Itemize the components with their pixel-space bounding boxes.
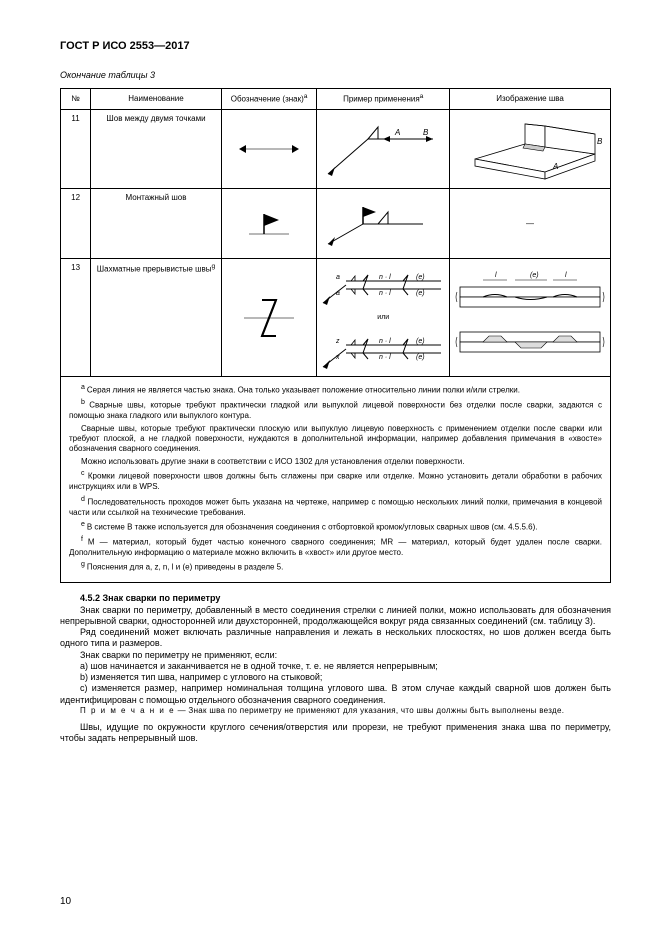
- symbol-11: [221, 110, 317, 189]
- table-row: 13 Шахматные прерывистые швыg: [61, 259, 611, 377]
- image-11: A B: [450, 110, 611, 189]
- doc-header: ГОСТ Р ИСО 2553—2017: [60, 40, 611, 52]
- row-num: 12: [61, 189, 91, 259]
- row-num: 13: [61, 259, 91, 377]
- svg-text:x: x: [335, 354, 340, 361]
- svg-text:z: z: [335, 338, 340, 345]
- svg-text:a: a: [336, 290, 340, 297]
- image-13: l (e) l: [450, 259, 611, 377]
- svg-text:l: l: [565, 272, 567, 279]
- page-number: 10: [60, 896, 71, 907]
- svg-text:A: A: [552, 162, 558, 171]
- row-name: Шахматные прерывистые швыg: [91, 259, 222, 377]
- svg-text:(e): (e): [416, 354, 425, 361]
- section-heading: 4.5.2 Знак сварки по периметру: [80, 593, 611, 603]
- svg-text:(e): (e): [416, 274, 425, 281]
- or-label: или: [377, 314, 389, 321]
- col-symbol: Обозначение (знак)a: [221, 89, 317, 110]
- svg-text:n · l: n · l: [379, 274, 391, 281]
- row-num: 11: [61, 110, 91, 189]
- section-body: Знак сварки по периметру, добавленный в …: [60, 605, 611, 745]
- svg-text:(e): (e): [416, 338, 425, 345]
- table-continuation: Окончание таблицы 3: [60, 70, 611, 80]
- svg-text:A: A: [394, 128, 400, 137]
- col-image: Изображение шва: [450, 89, 611, 110]
- svg-text:B: B: [597, 137, 603, 146]
- svg-text:n · l: n · l: [379, 354, 391, 361]
- row-name: Монтажный шов: [91, 189, 222, 259]
- example-11: A B: [317, 110, 450, 189]
- svg-text:l: l: [495, 272, 497, 279]
- table-row: 12 Монтажный шов: [61, 189, 611, 259]
- svg-text:(e): (e): [416, 290, 425, 297]
- row-name: Шов между двумя точками: [91, 110, 222, 189]
- col-name: Наименование: [91, 89, 222, 110]
- symbols-table: № Наименование Обозначение (знак)a Приме…: [60, 88, 611, 377]
- image-12: —: [450, 189, 611, 259]
- svg-text:B: B: [423, 128, 429, 137]
- col-example: Пример примененияa: [317, 89, 450, 110]
- svg-text:a: a: [336, 274, 340, 281]
- svg-text:n · l: n · l: [379, 338, 391, 345]
- table-row: 11 Шов между двумя точками: [61, 110, 611, 189]
- example-13: a a n · l n · l (e) (e) или: [317, 259, 450, 377]
- symbol-13: [221, 259, 317, 377]
- table-footnotes: a Серая линия не является частью знака. …: [60, 377, 611, 582]
- svg-text:(e): (e): [530, 272, 539, 279]
- svg-text:n · l: n · l: [379, 290, 391, 297]
- example-12: [317, 189, 450, 259]
- col-num: №: [61, 89, 91, 110]
- symbol-12: [221, 189, 317, 259]
